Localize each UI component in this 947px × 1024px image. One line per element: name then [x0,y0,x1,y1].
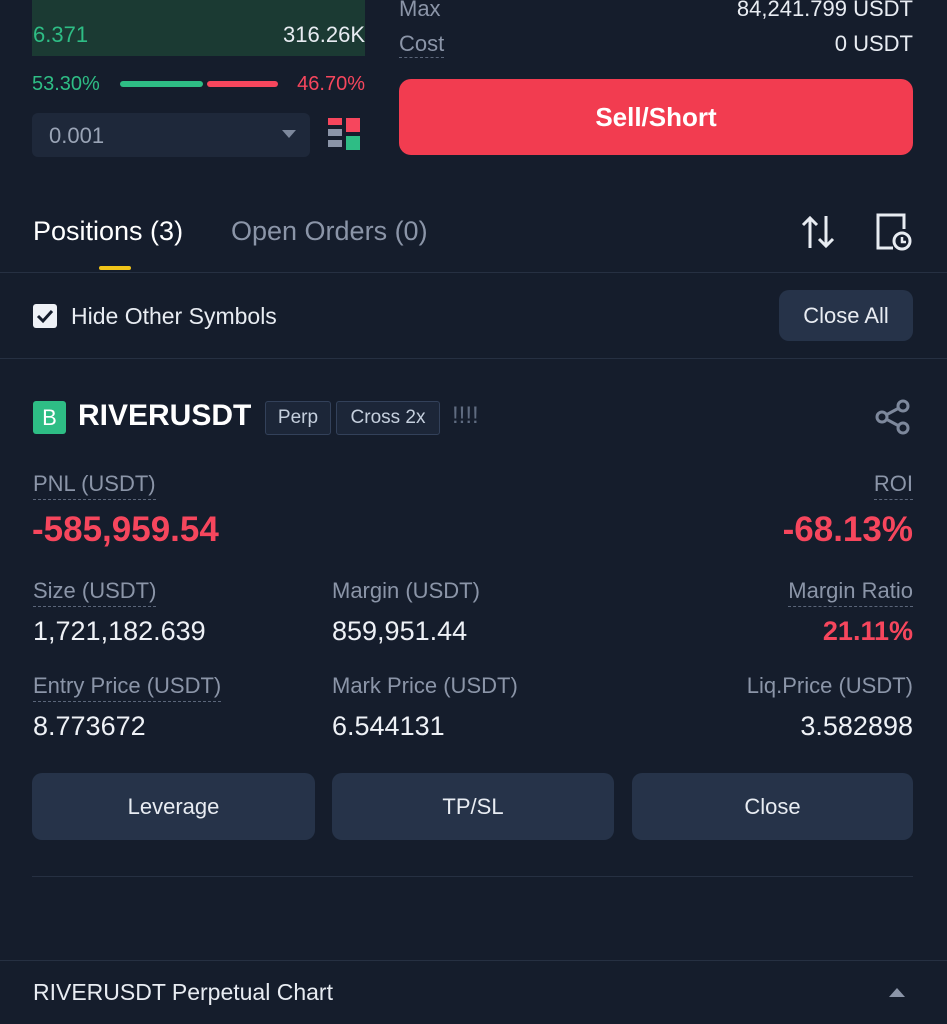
divider [0,358,947,359]
margin-value: 859,951.44 [332,616,468,646]
leverage-button[interactable]: Leverage [32,773,315,840]
entry-label: Entry Price (USDT) [33,673,222,702]
margin-label: Margin (USDT) [332,578,480,603]
precision-select[interactable]: 0.001 [32,113,310,157]
tab-indicator [99,266,131,270]
caret [282,130,296,138]
history-icon[interactable] [875,212,913,252]
perp-tag: Perp [265,401,331,435]
liq-value: 3.582898 [800,711,913,741]
depth-bar [32,0,365,56]
cost-value: 0 USDT [834,31,913,56]
book-amount: 316.26K [283,22,365,47]
roi-value: -68.13% [782,510,913,549]
divider [0,272,947,273]
book-price: 6.371 [33,22,89,47]
symbol[interactable]: RIVERUSDT [78,399,252,432]
margin-tag[interactable]: Cross 2x [336,401,440,435]
margin-ratio-value: 21.11% [822,616,913,646]
entry-value: 8.773672 [33,711,146,741]
hide-other-label: Hide Other Symbols [71,303,277,329]
risk-indicator: !!!! [452,402,479,429]
mark-label: Mark Price (USDT) [332,673,518,698]
sort-icon[interactable] [800,214,836,250]
sell-ratio: 46.70% [297,73,365,95]
side-badge: B [33,401,66,434]
divider [0,960,947,961]
max-label: Max [399,0,441,21]
close-all-button[interactable]: Close All [779,290,913,341]
mark-value: 6.544131 [332,711,445,741]
size-label: Size (USDT) [33,578,157,607]
pnl-label: PNL (USDT) [33,471,156,500]
tpsl-button[interactable]: TP/SL [332,773,614,840]
book-layout-icon[interactable] [328,118,362,152]
max-value: 84,241.799 USDT [736,0,913,21]
margin-ratio-label: Margin Ratio [788,578,913,607]
pnl-value: -585,959.54 [32,510,219,549]
sell-short-button[interactable]: Sell/Short [399,79,913,155]
buy-ratio: 53.30% [32,73,100,95]
precision-value: 0.001 [49,123,105,148]
divider [32,876,913,877]
close-button[interactable]: Close [632,773,913,840]
share-icon[interactable] [875,399,911,435]
cost-label: Cost [399,31,445,58]
sell-bar [207,81,278,87]
positions-tab[interactable]: Positions (3) [33,216,184,246]
checkbox[interactable] [33,304,57,328]
buy-bar [120,81,203,87]
expand-caret[interactable] [889,987,905,997]
roi-label: ROI [873,471,913,500]
size-value: 1,721,182.639 [33,616,206,646]
liq-label: Liq.Price (USDT) [746,673,913,698]
open-orders-tab[interactable]: Open Orders (0) [231,216,428,246]
chart-link[interactable]: RIVERUSDT Perpetual Chart [33,979,333,1005]
